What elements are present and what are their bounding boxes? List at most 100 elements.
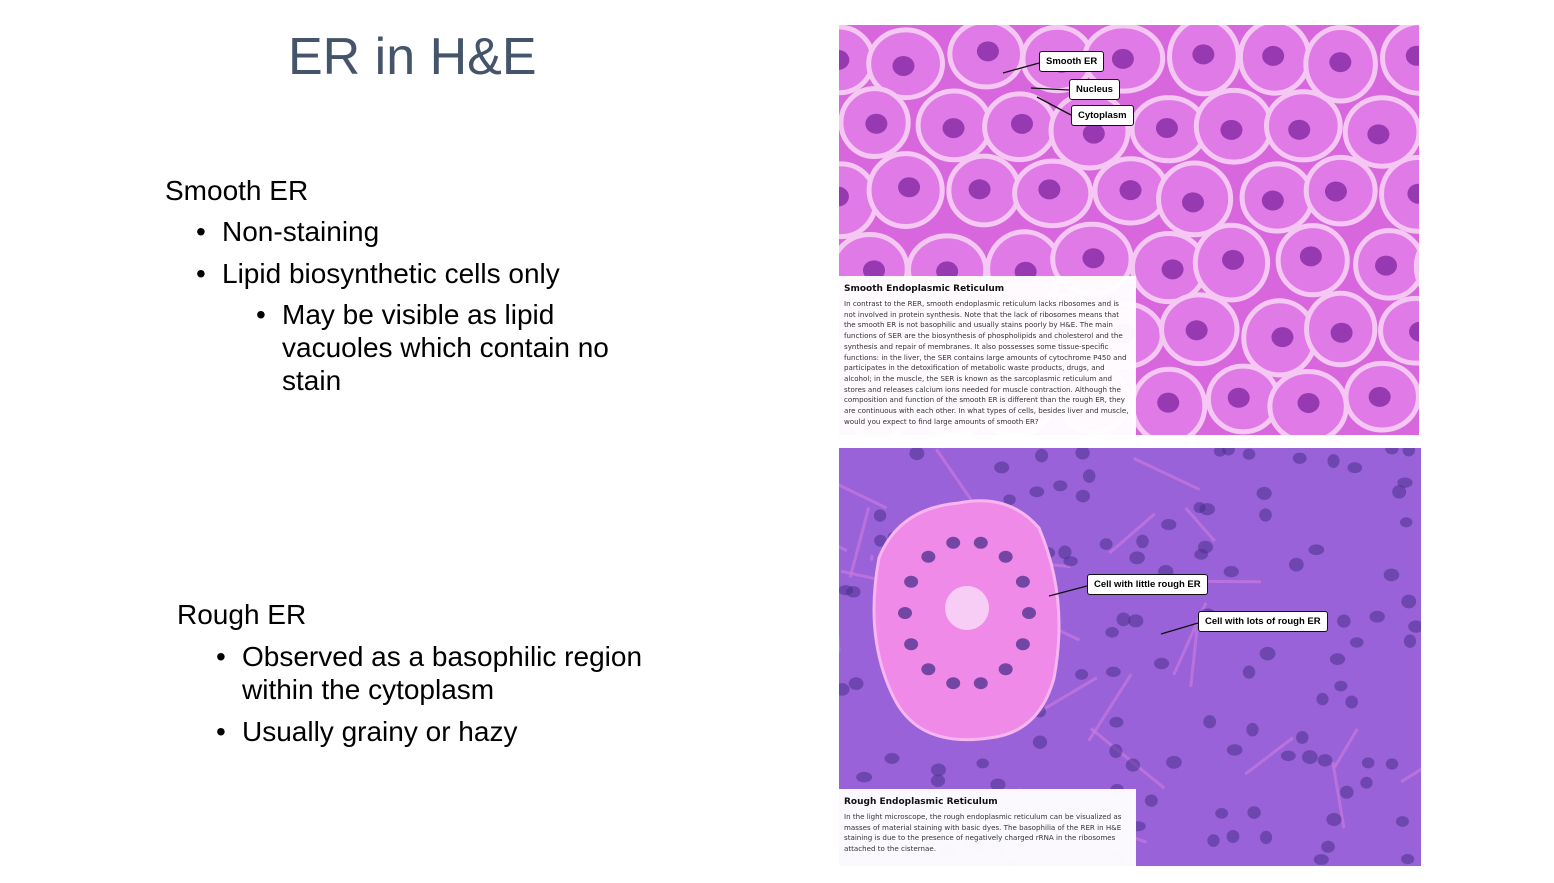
cell-nucleus bbox=[1375, 255, 1398, 276]
cell-nucleus bbox=[1058, 545, 1072, 560]
cell-nucleus bbox=[1271, 327, 1294, 348]
cell-nucleus bbox=[1329, 52, 1352, 73]
rough-er-caption-body: In the light microscope, the rough endop… bbox=[844, 812, 1122, 854]
cell-nucleus bbox=[1242, 665, 1256, 679]
cell-nucleus bbox=[909, 448, 925, 461]
cell-nucleus bbox=[839, 585, 854, 596]
smooth-er-bullets: Non-staining Lipid biosynthetic cells on… bbox=[196, 215, 642, 290]
tissue-septum bbox=[1087, 673, 1133, 742]
hepatocyte bbox=[1379, 155, 1419, 234]
cell-nucleus bbox=[1015, 575, 1030, 588]
cell-nucleus bbox=[856, 771, 873, 783]
cell-nucleus bbox=[1292, 452, 1307, 464]
cell-nucleus bbox=[1010, 113, 1033, 134]
cell-nucleus bbox=[946, 536, 961, 549]
cell-nucleus bbox=[1125, 758, 1141, 772]
cell-nucleus bbox=[1226, 744, 1243, 756]
cell-nucleus bbox=[1003, 494, 1016, 506]
tissue-septum bbox=[1133, 457, 1201, 491]
cell-nucleus bbox=[1099, 538, 1113, 550]
cell-nucleus bbox=[1330, 322, 1353, 343]
callout-arrow bbox=[1160, 622, 1199, 635]
cell-nucleus bbox=[873, 509, 887, 522]
tissue-septum bbox=[848, 507, 871, 578]
cell-nucleus bbox=[1207, 834, 1220, 847]
callout-arrow bbox=[1030, 87, 1070, 91]
cell-nucleus bbox=[990, 778, 1006, 791]
cell-nucleus bbox=[973, 677, 988, 690]
cell-nucleus bbox=[1347, 462, 1363, 474]
cell-nucleus bbox=[1321, 840, 1335, 853]
cell-nucleus bbox=[839, 683, 850, 696]
cell-nucleus bbox=[1256, 486, 1272, 500]
smooth-er-caption-title: Smooth Endoplasmic Reticulum bbox=[844, 284, 1005, 294]
cell-nucleus bbox=[1259, 646, 1276, 661]
cell-nucleus bbox=[1157, 392, 1180, 413]
rough-bullet-1: Observed as a basophilic region within t… bbox=[216, 640, 702, 706]
cell-nucleus bbox=[1402, 448, 1415, 457]
cell-nucleus bbox=[1111, 48, 1134, 69]
hepatocyte bbox=[1380, 25, 1419, 96]
tissue-septum bbox=[1244, 736, 1294, 776]
cell-nucleus bbox=[1334, 680, 1348, 692]
cell-nucleus bbox=[1129, 551, 1145, 565]
cell-nucleus bbox=[874, 534, 887, 547]
smooth-er-caption: Smooth Endoplasmic Reticulum In contrast… bbox=[839, 276, 1136, 435]
label-cytoplasm: Cytoplasm bbox=[1071, 105, 1134, 126]
cell-nucleus bbox=[968, 179, 991, 200]
cell-nucleus bbox=[1280, 750, 1296, 762]
cell-nucleus bbox=[1409, 321, 1419, 342]
smooth-sub-bullet-1: May be visible as lipid vacuoles which c… bbox=[256, 298, 662, 397]
cell-nucleus bbox=[1396, 816, 1409, 827]
cell-nucleus bbox=[1289, 557, 1304, 572]
cell-nucleus bbox=[1326, 813, 1342, 827]
cell-nucleus bbox=[1116, 612, 1131, 627]
tissue-septum bbox=[1108, 512, 1156, 555]
cell-nucleus bbox=[1032, 735, 1048, 749]
cell-nucleus bbox=[1399, 517, 1413, 528]
cell-nucleus bbox=[1383, 568, 1400, 582]
smooth-bullet-1: Non-staining bbox=[196, 215, 642, 248]
smooth-bullet-2: Lipid biosynthetic cells only bbox=[196, 257, 642, 290]
cell-nucleus bbox=[1345, 695, 1358, 709]
cell-nucleus bbox=[1297, 392, 1320, 413]
cell-nucleus bbox=[1329, 653, 1346, 665]
cell-nucleus bbox=[862, 260, 885, 281]
cell-nucleus bbox=[1082, 123, 1105, 144]
callout-arrow bbox=[1048, 585, 1088, 597]
cell-nucleus bbox=[1368, 386, 1391, 407]
cell-nucleus bbox=[1109, 716, 1124, 728]
callout-arrow bbox=[1036, 96, 1072, 116]
cell-nucleus bbox=[1407, 183, 1419, 204]
cell-nucleus bbox=[1242, 448, 1256, 460]
cell-nucleus bbox=[1063, 556, 1078, 567]
cell-nucleus bbox=[1317, 754, 1333, 767]
cell-nucleus bbox=[1161, 259, 1184, 280]
cell-nucleus bbox=[1405, 45, 1419, 66]
cell-nucleus bbox=[1029, 486, 1045, 498]
cell-nucleus bbox=[848, 677, 864, 691]
cell-nucleus bbox=[892, 55, 915, 76]
cell-nucleus bbox=[976, 758, 989, 769]
cell-nucleus bbox=[1136, 534, 1149, 549]
cell-nucleus bbox=[1223, 565, 1239, 578]
tissue-septum bbox=[1331, 761, 1346, 829]
cell-nucleus bbox=[976, 41, 999, 62]
cell-nucleus bbox=[1083, 469, 1096, 483]
cell-nucleus bbox=[1288, 119, 1311, 140]
cell-nucleus bbox=[904, 575, 919, 588]
cell-nucleus bbox=[1181, 192, 1204, 213]
cell-nucleus bbox=[839, 186, 849, 207]
tissue-septum bbox=[1089, 727, 1166, 790]
tissue-septum bbox=[1184, 506, 1216, 543]
cell-nucleus bbox=[1222, 448, 1235, 456]
cell-nucleus bbox=[1166, 755, 1182, 769]
cell-nucleus bbox=[1082, 248, 1105, 269]
cell-nucleus bbox=[1385, 448, 1399, 455]
cell-nucleus bbox=[1075, 669, 1089, 680]
callout-arrow bbox=[1002, 62, 1040, 74]
cell-nucleus bbox=[1350, 637, 1364, 648]
cell-nucleus bbox=[1119, 180, 1142, 201]
cell-nucleus bbox=[1197, 540, 1213, 554]
cell-nucleus bbox=[1192, 44, 1215, 65]
